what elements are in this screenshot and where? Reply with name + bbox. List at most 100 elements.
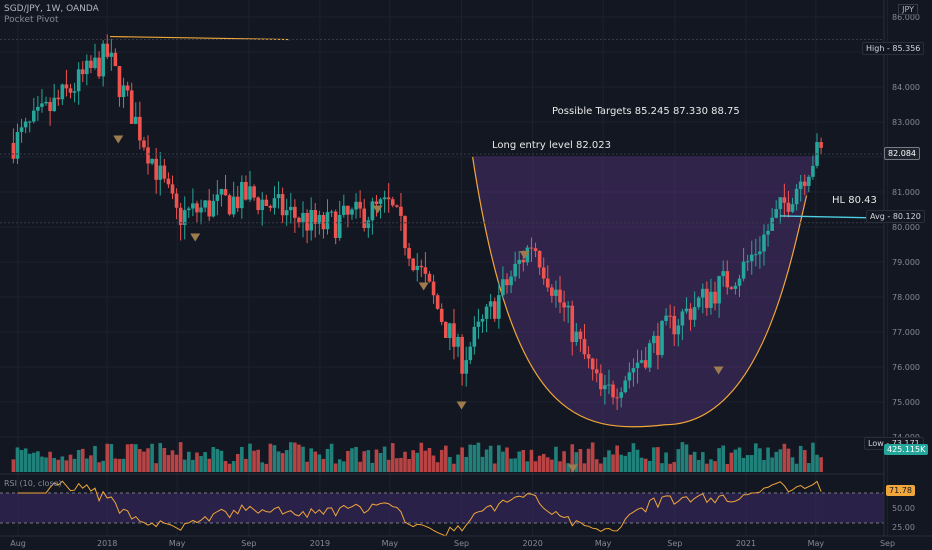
- currency-button[interactable]: JPY: [898, 4, 918, 15]
- candle-body: [582, 339, 587, 355]
- candle-body: [733, 285, 738, 289]
- volume-bar: [790, 457, 795, 472]
- volume-bar: [313, 451, 318, 472]
- candle-body: [337, 214, 342, 238]
- volume-bar: [464, 457, 468, 472]
- volume-bar: [223, 461, 228, 472]
- candle-body: [390, 199, 395, 206]
- candle-body: [235, 196, 240, 209]
- volume-bar: [321, 458, 326, 472]
- volume-bar: [162, 447, 167, 472]
- volume-bar: [443, 445, 448, 472]
- volume-bar: [635, 449, 640, 472]
- candle-body: [105, 43, 110, 57]
- volume-bar: [692, 451, 697, 472]
- volume-bar: [227, 463, 232, 472]
- candle-body: [317, 214, 322, 224]
- candle-body: [264, 199, 269, 206]
- volume-bar: [187, 451, 191, 472]
- candle-body: [741, 261, 746, 279]
- price-tick-label: 79.000: [892, 258, 920, 267]
- volume-bar: [558, 461, 562, 472]
- candle-body: [676, 325, 681, 335]
- volume-bar: [256, 449, 260, 472]
- volume-bar: [252, 450, 256, 472]
- candle-body: [607, 384, 611, 386]
- candle-body: [476, 321, 481, 327]
- candle-body: [150, 158, 154, 164]
- volume-bar: [240, 446, 244, 472]
- candle-body: [52, 97, 56, 112]
- volume-bar: [354, 446, 358, 472]
- entry-annotation: Long entry level 82.023: [492, 140, 611, 151]
- candle-body: [40, 103, 44, 107]
- volume-bar: [231, 461, 236, 472]
- candle-body: [456, 336, 460, 347]
- volume-bar: [48, 451, 52, 472]
- volume-bar: [492, 463, 497, 472]
- volume-bar: [729, 452, 734, 472]
- rsi-label[interactable]: RSI (10, close): [4, 479, 62, 488]
- volume-bar: [705, 463, 709, 472]
- candle-body: [142, 140, 146, 148]
- candle-body: [244, 181, 248, 200]
- candle-body: [562, 302, 566, 308]
- candle-body: [770, 217, 774, 231]
- candle-body: [721, 271, 725, 277]
- volume-bar: [268, 443, 273, 472]
- candle-body: [472, 326, 477, 347]
- candle-body: [668, 315, 672, 317]
- candle-body: [333, 211, 338, 238]
- candle-body: [248, 186, 252, 200]
- high-value: 85.356: [892, 44, 921, 53]
- avg-tag: Avg - 80.120: [866, 210, 925, 223]
- candle-body: [786, 202, 791, 212]
- volume-bar: [284, 450, 289, 472]
- candle-body: [717, 276, 721, 304]
- volume-bar: [717, 448, 721, 472]
- time-tick-label: Aug: [10, 539, 26, 548]
- candle-body: [480, 318, 485, 322]
- candle-body: [93, 57, 97, 68]
- candle-body: [680, 311, 685, 326]
- volume-bar: [374, 449, 379, 472]
- volume-bar: [19, 450, 24, 472]
- volume-bar: [688, 454, 693, 472]
- candle-body: [378, 199, 383, 205]
- volume-bar: [166, 455, 171, 472]
- chart-title[interactable]: SGD/JPY, 1W, OANDA: [4, 4, 99, 14]
- volume-bar: [154, 463, 158, 472]
- volume-bar: [382, 446, 387, 472]
- candle-body: [700, 288, 705, 298]
- indicator-label[interactable]: Pocket Pivot: [4, 15, 59, 25]
- candle-body: [766, 230, 770, 235]
- volume-bar: [358, 461, 362, 472]
- candle-body: [696, 297, 701, 308]
- volume-bar: [40, 456, 44, 472]
- level-lines: [0, 35, 884, 224]
- volume-bar: [664, 452, 668, 472]
- candle-body: [737, 278, 742, 286]
- time-tick-label: May: [382, 539, 399, 548]
- volume-bar: [329, 443, 334, 472]
- volume-bar: [533, 461, 538, 472]
- volume-bar: [85, 458, 89, 472]
- volume-bar: [713, 461, 717, 472]
- volume-bar: [301, 446, 305, 472]
- candle-body: [80, 69, 85, 75]
- volume-bar: [758, 448, 762, 472]
- volume-bar: [23, 448, 28, 472]
- volume-bar: [566, 463, 570, 472]
- volume-bar: [700, 452, 705, 472]
- candle-body: [631, 368, 636, 373]
- candle-body: [403, 215, 407, 249]
- candle-body: [578, 331, 583, 340]
- candle-body: [541, 267, 546, 279]
- pivot-marker: [456, 401, 467, 410]
- volume-bar: [574, 452, 579, 472]
- candle-body: [692, 307, 697, 320]
- volume-bar: [607, 450, 611, 472]
- candle-body: [297, 217, 301, 223]
- time-tick-label: 2021: [736, 539, 756, 548]
- candle-body: [709, 291, 713, 308]
